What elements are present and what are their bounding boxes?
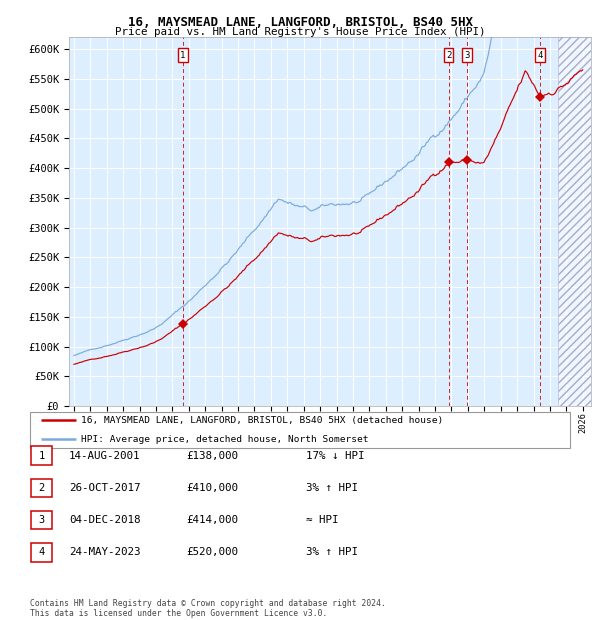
Text: £520,000: £520,000 [186,547,238,557]
Text: 1: 1 [180,51,185,60]
FancyBboxPatch shape [31,543,52,562]
Text: 3: 3 [38,515,44,525]
FancyBboxPatch shape [31,511,52,529]
Text: £410,000: £410,000 [186,483,238,493]
Text: 3: 3 [464,51,469,60]
Text: £138,000: £138,000 [186,451,238,461]
Text: 2: 2 [446,51,451,60]
Text: 2: 2 [38,483,44,493]
Text: 4: 4 [537,51,542,60]
Text: ≈ HPI: ≈ HPI [306,515,338,525]
Text: £414,000: £414,000 [186,515,238,525]
Text: 1: 1 [38,451,44,461]
Text: Contains HM Land Registry data © Crown copyright and database right 2024.
This d: Contains HM Land Registry data © Crown c… [30,599,386,618]
FancyBboxPatch shape [31,479,52,497]
Text: 16, MAYSMEAD LANE, LANGFORD, BRISTOL, BS40 5HX: 16, MAYSMEAD LANE, LANGFORD, BRISTOL, BS… [128,16,473,29]
Text: HPI: Average price, detached house, North Somerset: HPI: Average price, detached house, Nort… [82,435,369,443]
Text: 17% ↓ HPI: 17% ↓ HPI [306,451,365,461]
Text: 14-AUG-2001: 14-AUG-2001 [69,451,140,461]
Text: 26-OCT-2017: 26-OCT-2017 [69,483,140,493]
Text: 3% ↑ HPI: 3% ↑ HPI [306,483,358,493]
Text: 04-DEC-2018: 04-DEC-2018 [69,515,140,525]
Text: 24-MAY-2023: 24-MAY-2023 [69,547,140,557]
Text: 16, MAYSMEAD LANE, LANGFORD, BRISTOL, BS40 5HX (detached house): 16, MAYSMEAD LANE, LANGFORD, BRISTOL, BS… [82,416,443,425]
Text: 3% ↑ HPI: 3% ↑ HPI [306,547,358,557]
FancyBboxPatch shape [31,446,52,465]
Text: Price paid vs. HM Land Registry's House Price Index (HPI): Price paid vs. HM Land Registry's House … [115,27,485,37]
Text: 4: 4 [38,547,44,557]
FancyBboxPatch shape [30,412,570,448]
